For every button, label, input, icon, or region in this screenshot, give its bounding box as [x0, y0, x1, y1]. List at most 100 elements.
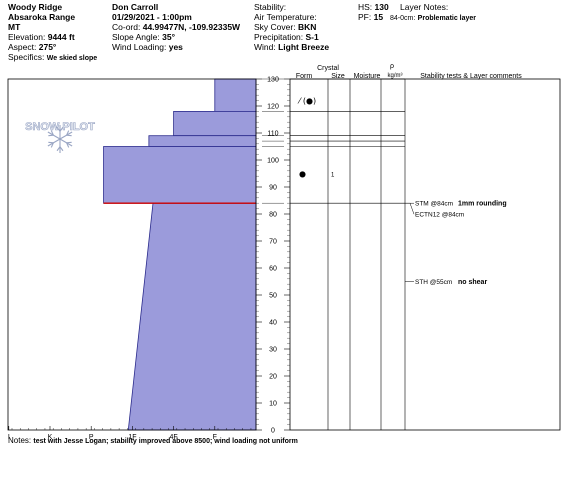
- snowflake-arm: [47, 131, 61, 140]
- stability-tests: STM @84cm 1mm rounding ECTN12 @84cm STH @5…: [405, 201, 507, 286]
- stability-test-1: ECTN12 @84cm: [415, 212, 464, 219]
- depth-tick-label-0: 0: [271, 428, 275, 435]
- hardness-layer-1: [173, 111, 257, 137]
- depth-tick-label-90: 90: [269, 185, 277, 192]
- layer-boundaries: [262, 78, 405, 204]
- aspect-label: Aspect:: [8, 42, 37, 52]
- snowflake-arm: [59, 138, 73, 147]
- slope-label: Slope Angle:: [112, 32, 160, 42]
- column-form: Form: [296, 73, 313, 80]
- sky-label: Sky Cover:: [254, 22, 296, 32]
- depth-tick-label-120: 120: [267, 104, 279, 111]
- depth-tick-label-10: 10: [269, 401, 277, 408]
- hardness-layer-2: [148, 135, 257, 147]
- hardness-layer-4: [127, 202, 257, 431]
- coord-label: Co-ord:: [112, 22, 141, 32]
- wind-loading-label: Wind Loading:: [112, 42, 167, 52]
- depth-tick-label-70: 70: [269, 239, 277, 246]
- hardness-layers: [103, 78, 257, 431]
- pf-row: PF: 15: [358, 12, 383, 22]
- crystal-size-1: 1: [331, 173, 335, 179]
- depth-tick-label-40: 40: [269, 320, 277, 327]
- specifics-row: Specifics: We skied slope: [8, 52, 97, 64]
- stability-row: Stability:: [254, 2, 286, 12]
- hardness-tick-label-4F: 4F: [170, 434, 178, 441]
- snowflake-branch: [59, 146, 64, 152]
- hs-label: HS:: [358, 2, 373, 12]
- stability-test-comment-0: 1mm rounding: [458, 201, 507, 208]
- layer-note-text: Problematic layer: [417, 15, 477, 22]
- wind-loading-row: Wind Loading: yes: [112, 42, 183, 52]
- snowflake-branch: [59, 126, 64, 132]
- layers-frame: [289, 78, 561, 431]
- snowflake-branch: [66, 142, 70, 148]
- notes-text: test with Jesse Logan; stability improve…: [33, 438, 298, 445]
- sky-value: BKN: [297, 22, 317, 32]
- sky-row: Sky Cover: BKN: [254, 22, 316, 32]
- observation-datetime: 01/29/2021 - 1:00pm: [112, 12, 192, 22]
- depth-tick-label-130: 130: [267, 77, 279, 84]
- depth-tick-label-50: 50: [269, 293, 277, 300]
- layer-note-row: 84-0cm: Problematic layer: [390, 12, 476, 24]
- snowflake-icon: [47, 125, 73, 153]
- snowflake-branch: [48, 134, 54, 137]
- column-rho: ρ: [390, 63, 394, 70]
- hardness-axis: I K P 1F 4F F: [8, 426, 252, 441]
- hardness-layer-3: [103, 146, 257, 204]
- column-density-unit: kg/m³: [388, 73, 403, 79]
- wind-label: Wind:: [254, 42, 276, 52]
- aspect-row: Aspect: 275°: [8, 42, 56, 52]
- specifics-label: Specifics:: [8, 52, 45, 62]
- stability-test-2: STH @55cm: [415, 279, 452, 286]
- layer-note-depth: 84-0cm:: [390, 15, 416, 22]
- wind-loading-value: yes: [168, 42, 183, 52]
- depth-tick-label-60: 60: [269, 266, 277, 273]
- layer-notes-label: Layer Notes:: [400, 2, 449, 12]
- crystal-observations: ⁄ (●) ● 1: [297, 97, 335, 179]
- coord-row: Co-ord: 44.99477N, -109.92335W: [112, 22, 240, 32]
- column-size: Size: [331, 73, 345, 80]
- hs-value: 130: [374, 2, 389, 12]
- notes-row: Notes: test with Jesse Logan; stability …: [8, 436, 298, 445]
- column-crystal: Crystal: [317, 65, 339, 72]
- elevation-row: Elevation: 9444 ft: [8, 32, 75, 42]
- stability-test-0: STM @84cm: [415, 201, 453, 208]
- snowflake-branch: [66, 134, 72, 137]
- snowflake-arm: [59, 131, 73, 140]
- depth-tick-label-110: 110: [267, 131, 278, 138]
- column-moisture: Moisture: [354, 73, 381, 80]
- snowflake-branch: [48, 141, 54, 144]
- snowflake-branch: [66, 130, 70, 136]
- hardness-layer-0: [214, 78, 257, 112]
- stability-test-leader-1: [405, 202, 415, 215]
- elevation-value: 9444 ft: [47, 32, 75, 42]
- snowflake-arm: [47, 138, 61, 147]
- layer-columns: Form Crystal Size Moisture ρ kg/m³ Stabi…: [296, 63, 522, 80]
- pf-label: PF:: [358, 12, 372, 22]
- location-name: Woody Ridge: [8, 2, 63, 12]
- precip-value: S-1: [305, 32, 319, 42]
- hardness-tick-label-K: K: [48, 434, 53, 441]
- snowflake-branch: [50, 142, 54, 148]
- hardness-frame: [7, 78, 257, 431]
- air-temp-label: Air Temperature:: [254, 12, 317, 22]
- depth-tick-label-100: 100: [267, 158, 279, 165]
- stability-label: Stability:: [254, 2, 287, 12]
- hardness-tick-label-I: I: [8, 434, 10, 441]
- stability-test-comment-2: no shear: [458, 279, 487, 286]
- state-name: MT: [8, 22, 21, 32]
- wind-value: Light Breeze: [278, 42, 330, 52]
- coord-value: 44.99477N, -109.92335W: [142, 22, 241, 32]
- hs-row: HS: 130: [358, 2, 389, 12]
- column-comments: Stability tests & Layer comments: [420, 73, 522, 80]
- pf-value: 15: [373, 12, 384, 22]
- depth-tick-label-80: 80: [269, 212, 277, 219]
- observer-name: Don Carroll: [112, 2, 159, 12]
- snowpilot-logo: SNOW PILOT: [25, 121, 95, 153]
- hardness-tick-label-1F: 1F: [128, 434, 136, 441]
- wind-row: Wind: Light Breeze: [254, 42, 329, 52]
- hardness-tick-label-F: F: [213, 434, 217, 441]
- precip-row: Precipitation: S-1: [254, 32, 319, 42]
- snowflake-branch: [56, 126, 61, 132]
- snowflake-branch: [66, 141, 72, 144]
